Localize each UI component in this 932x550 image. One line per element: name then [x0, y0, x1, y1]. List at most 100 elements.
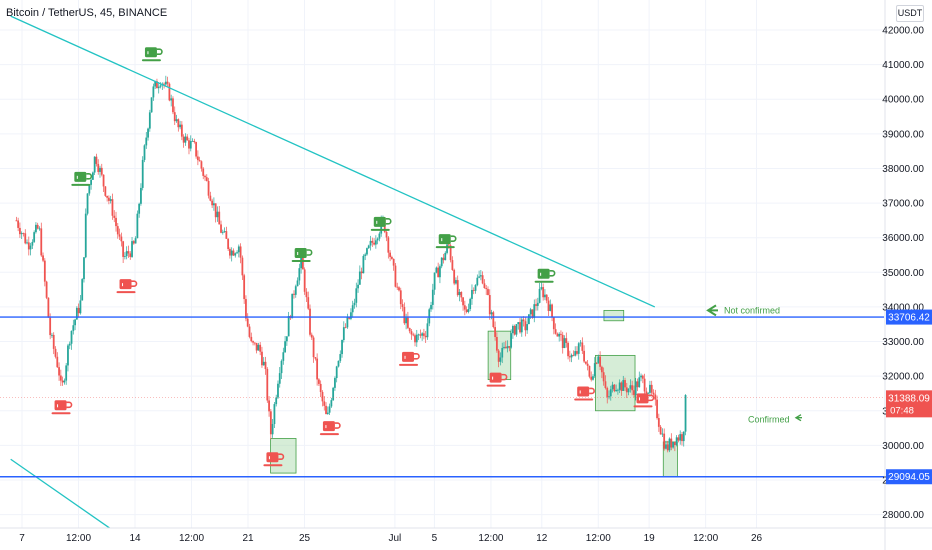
cup-body — [119, 279, 132, 290]
y-tick-label: 42000.00 — [882, 26, 924, 37]
candle-body — [111, 199, 114, 216]
coffee-cup-icon — [399, 351, 420, 366]
candle-body — [428, 309, 431, 324]
candle-body — [615, 389, 618, 392]
coffee-cup-icon — [319, 421, 341, 436]
candle-body — [275, 397, 278, 405]
trendline[interactable] — [10, 15, 656, 308]
candle-body — [77, 307, 80, 314]
candle-body — [570, 354, 573, 358]
candle-body — [19, 227, 21, 235]
coffee-cup-icon — [633, 393, 655, 408]
candle-body — [558, 333, 561, 337]
candle-body — [145, 137, 148, 146]
candle-body — [284, 341, 286, 353]
candle-body — [517, 322, 520, 325]
candle-body — [330, 400, 333, 407]
candle-body — [656, 399, 658, 419]
x-tick-label: 14 — [129, 533, 141, 544]
candle-body — [301, 257, 304, 270]
cup-saucer — [534, 280, 554, 283]
trendline[interactable] — [10, 458, 116, 533]
candle-body — [481, 275, 484, 284]
candle-body — [204, 175, 206, 178]
candle-body — [378, 233, 381, 239]
cup-handle — [306, 249, 313, 256]
candle-body — [335, 366, 338, 379]
candle-body — [508, 346, 511, 348]
candle-body — [608, 396, 610, 398]
candle-body — [609, 389, 612, 397]
price-axis[interactable] — [885, 0, 932, 550]
candle-body — [364, 254, 367, 256]
not-confirmed-label: Not confirmed — [724, 305, 780, 315]
candle-body — [248, 326, 251, 337]
candle-body — [186, 136, 189, 141]
cup-handle — [156, 48, 163, 56]
candle-body — [312, 337, 315, 358]
level-price-tag — [886, 469, 932, 485]
candle-body — [278, 373, 281, 384]
candle-body — [268, 400, 270, 412]
candle-body — [471, 289, 473, 299]
candle-body — [323, 401, 326, 406]
candle-body — [95, 156, 98, 164]
candle-body — [522, 319, 525, 322]
candle-body — [15, 220, 18, 222]
candle-body — [20, 233, 23, 235]
candle-body — [86, 193, 89, 214]
candle-body — [613, 384, 616, 392]
candle-body — [394, 265, 397, 287]
highlight-zone[interactable] — [595, 354, 636, 412]
candle-body — [47, 297, 50, 318]
cup-saucer — [116, 291, 136, 294]
candle-body — [180, 124, 183, 137]
candle-body — [51, 334, 53, 336]
candle-body — [52, 334, 55, 349]
candle-body — [113, 215, 116, 218]
candle-body — [184, 136, 187, 143]
highlight-zone[interactable] — [603, 309, 625, 322]
candle-body — [469, 298, 472, 310]
countdown-label: 07:48 — [890, 405, 914, 416]
candle-body — [547, 300, 550, 311]
candle-body — [350, 312, 352, 319]
candle-body — [606, 388, 609, 398]
candle-body — [472, 289, 475, 291]
candle-body — [81, 279, 84, 301]
candle-body — [633, 390, 635, 395]
candle-body — [234, 253, 237, 256]
candle-body — [600, 366, 603, 373]
candle-body — [544, 294, 546, 298]
candle-body — [154, 81, 157, 87]
candle-body — [341, 340, 343, 355]
candle-body — [216, 211, 219, 218]
y-tick-label: 40000.00 — [882, 95, 924, 106]
candle-body — [300, 257, 303, 269]
candle-body — [492, 312, 495, 328]
x-tick-label: 26 — [751, 533, 763, 544]
candle-body — [120, 236, 123, 242]
candle-body — [285, 336, 288, 342]
candle-body — [568, 356, 571, 358]
candle-body — [417, 334, 420, 336]
candle-body — [684, 395, 687, 432]
x-tick-label: 12:00 — [693, 533, 718, 544]
cup-handle — [589, 387, 595, 395]
candle-body — [104, 186, 107, 196]
candle-body — [663, 433, 666, 449]
coffee-cup-icon — [291, 248, 313, 262]
time-axis[interactable] — [0, 528, 884, 550]
cup-saucer — [435, 246, 455, 249]
currency-button[interactable]: USDT — [896, 5, 924, 22]
candle-body — [271, 424, 274, 435]
candle-body — [75, 307, 78, 320]
candle-body — [65, 365, 68, 381]
candle-body — [366, 248, 368, 255]
cup-saucer — [574, 398, 594, 401]
candle-body — [74, 319, 76, 326]
candle-body — [221, 231, 224, 233]
candle-body — [205, 177, 208, 181]
candle-body — [163, 83, 165, 85]
